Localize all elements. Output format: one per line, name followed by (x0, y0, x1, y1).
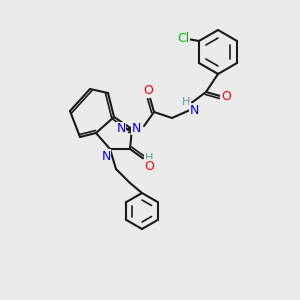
Text: O: O (221, 89, 231, 103)
Text: H: H (182, 97, 190, 107)
Text: N: N (116, 122, 126, 136)
Text: H: H (145, 153, 153, 163)
Text: O: O (144, 160, 154, 172)
Text: N: N (189, 103, 199, 116)
Text: N: N (101, 149, 111, 163)
Text: N: N (131, 122, 141, 134)
Text: Cl: Cl (177, 32, 189, 46)
Text: O: O (143, 85, 153, 98)
